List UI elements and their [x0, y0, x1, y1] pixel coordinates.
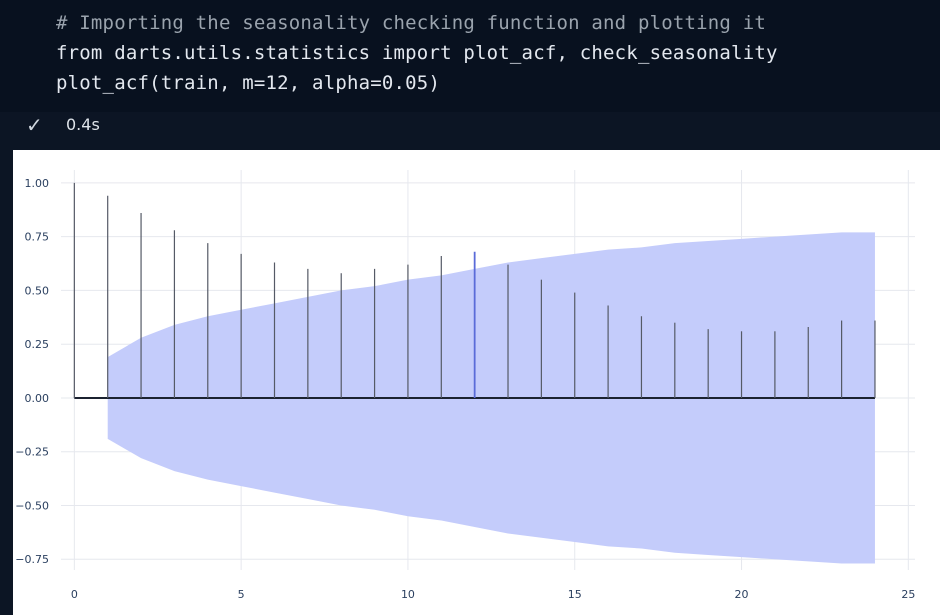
- acf-chart: 1.00 0.75 0.50 0.25 0.00 −0.25 −0.50 −0.75 0 5 10 1…: [15, 170, 915, 601]
- y-tick-label: 0.50: [25, 284, 50, 297]
- y-tick-label: −0.75: [15, 553, 49, 566]
- code-line-plot-call[interactable]: plot_acf(train, m=12, alpha=0.05): [56, 72, 441, 94]
- x-tick-label: 0: [71, 588, 78, 601]
- x-tick-label: 5: [238, 588, 245, 601]
- y-tick-label: 1.00: [25, 177, 50, 190]
- y-tick-label: 0.75: [25, 231, 50, 244]
- y-tick-label: 0.25: [25, 338, 50, 351]
- x-tick-label: 20: [735, 588, 749, 601]
- code-cell[interactable]: # Importing the seasonality checking fun…: [0, 0, 940, 112]
- check-icon: ✓: [26, 113, 43, 137]
- y-tick-label: −0.25: [15, 446, 49, 459]
- code-line-comment[interactable]: # Importing the seasonality checking fun…: [56, 12, 766, 34]
- x-tick-label: 10: [401, 588, 415, 601]
- x-tick-label: 15: [568, 588, 582, 601]
- cell-status-row: ✓ 0.4s: [0, 112, 940, 150]
- y-tick-label: −0.50: [15, 499, 49, 512]
- cell-output: 1.00 0.75 0.50 0.25 0.00 −0.25 −0.50 −0.75 0 5 10 1…: [13, 150, 940, 615]
- code-line-import[interactable]: from darts.utils.statistics import plot_…: [56, 42, 778, 64]
- y-tick-label: 0.00: [25, 392, 50, 405]
- x-tick-label: 25: [901, 588, 915, 601]
- execution-duration: 0.4s: [66, 115, 100, 134]
